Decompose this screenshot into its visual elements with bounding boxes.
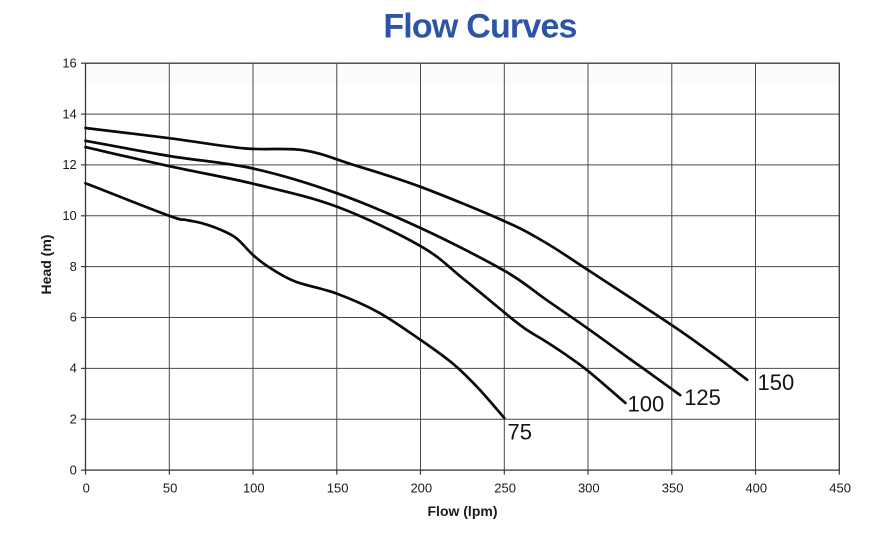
svg-text:12: 12 [62,157,76,172]
svg-text:4: 4 [70,361,77,376]
svg-text:50: 50 [163,481,177,496]
svg-text:6: 6 [70,310,77,325]
svg-text:16: 16 [62,55,76,70]
svg-text:10: 10 [62,208,76,223]
svg-text:0: 0 [83,481,90,496]
svg-text:125: 125 [684,385,721,410]
svg-text:75: 75 [508,420,532,445]
svg-text:Head (m): Head (m) [38,235,54,295]
svg-text:150: 150 [758,370,795,395]
svg-text:250: 250 [494,481,516,496]
svg-text:0: 0 [70,462,77,477]
svg-text:200: 200 [410,481,432,496]
svg-text:100: 100 [243,481,265,496]
svg-text:150: 150 [327,481,349,496]
svg-text:14: 14 [62,106,76,121]
svg-text:Flow (lpm): Flow (lpm) [428,503,498,519]
svg-text:300: 300 [578,481,600,496]
svg-text:100: 100 [628,392,665,417]
svg-text:350: 350 [662,481,684,496]
svg-text:8: 8 [70,259,77,274]
svg-text:400: 400 [745,481,767,496]
svg-text:Flow Curves: Flow Curves [383,7,576,45]
svg-text:450: 450 [829,481,851,496]
svg-text:2: 2 [70,411,77,426]
